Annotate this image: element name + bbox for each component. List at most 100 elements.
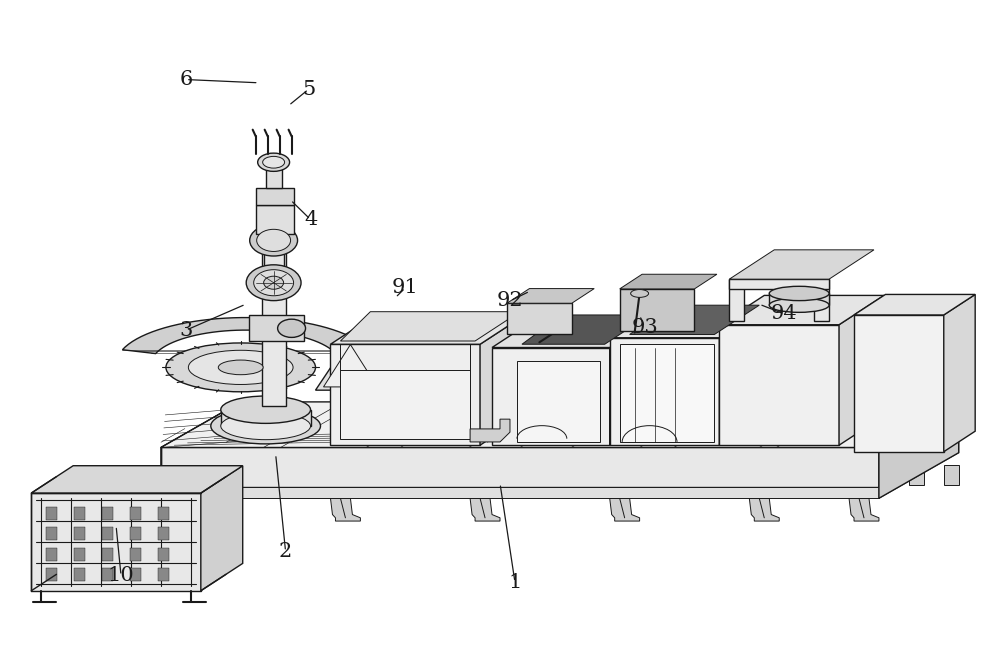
Text: 2: 2	[279, 542, 292, 561]
Polygon shape	[323, 345, 377, 387]
Ellipse shape	[188, 351, 293, 385]
Polygon shape	[161, 487, 879, 498]
Polygon shape	[161, 447, 879, 487]
Ellipse shape	[631, 290, 649, 298]
Ellipse shape	[257, 230, 291, 251]
Ellipse shape	[218, 360, 263, 375]
Polygon shape	[492, 318, 655, 347]
Polygon shape	[630, 305, 759, 334]
Polygon shape	[620, 344, 714, 442]
Polygon shape	[130, 568, 141, 581]
Polygon shape	[610, 318, 655, 445]
Polygon shape	[130, 507, 141, 520]
Polygon shape	[729, 279, 829, 289]
Polygon shape	[102, 547, 113, 560]
Polygon shape	[729, 250, 874, 279]
Polygon shape	[470, 498, 500, 521]
Polygon shape	[102, 568, 113, 581]
Polygon shape	[262, 228, 286, 406]
Polygon shape	[719, 296, 884, 325]
Polygon shape	[620, 289, 694, 331]
Polygon shape	[854, 315, 944, 452]
Polygon shape	[221, 409, 311, 426]
Polygon shape	[266, 169, 282, 188]
Polygon shape	[130, 527, 141, 540]
Polygon shape	[814, 279, 829, 322]
Polygon shape	[522, 315, 650, 344]
Polygon shape	[330, 315, 525, 344]
Polygon shape	[610, 337, 719, 445]
Ellipse shape	[254, 269, 294, 296]
Text: 94: 94	[771, 305, 798, 324]
Polygon shape	[879, 402, 959, 498]
Ellipse shape	[221, 412, 311, 439]
Polygon shape	[330, 344, 480, 445]
Text: 92: 92	[497, 292, 523, 311]
Polygon shape	[340, 312, 520, 341]
Text: 6: 6	[179, 70, 192, 89]
Polygon shape	[316, 338, 385, 390]
Polygon shape	[517, 360, 600, 442]
Polygon shape	[879, 402, 959, 487]
Polygon shape	[264, 241, 284, 266]
Text: 91: 91	[392, 279, 419, 298]
Polygon shape	[249, 315, 304, 341]
Ellipse shape	[278, 319, 306, 337]
Polygon shape	[74, 507, 85, 520]
Polygon shape	[507, 303, 572, 334]
Polygon shape	[122, 318, 369, 354]
Polygon shape	[158, 568, 169, 581]
Polygon shape	[130, 547, 141, 560]
Polygon shape	[46, 568, 57, 581]
Polygon shape	[719, 325, 839, 445]
Ellipse shape	[221, 396, 311, 423]
Polygon shape	[158, 527, 169, 540]
Polygon shape	[749, 498, 779, 521]
Ellipse shape	[769, 286, 829, 301]
Polygon shape	[158, 507, 169, 520]
Ellipse shape	[769, 298, 829, 313]
Polygon shape	[492, 347, 610, 445]
Polygon shape	[470, 419, 510, 442]
Polygon shape	[31, 466, 243, 493]
Polygon shape	[480, 315, 525, 445]
Polygon shape	[211, 498, 241, 521]
Text: 93: 93	[631, 317, 658, 337]
Polygon shape	[507, 288, 594, 303]
Polygon shape	[158, 547, 169, 560]
Text: 3: 3	[179, 320, 193, 340]
Polygon shape	[854, 294, 975, 315]
Polygon shape	[769, 294, 829, 305]
Ellipse shape	[250, 225, 298, 256]
Polygon shape	[340, 370, 470, 439]
Polygon shape	[849, 498, 879, 521]
Ellipse shape	[166, 343, 316, 392]
Polygon shape	[74, 568, 85, 581]
Text: 10: 10	[108, 566, 134, 585]
Polygon shape	[46, 547, 57, 560]
Polygon shape	[944, 465, 959, 485]
Polygon shape	[610, 498, 640, 521]
Polygon shape	[719, 309, 764, 445]
Text: 4: 4	[304, 210, 317, 229]
Polygon shape	[161, 402, 959, 447]
Polygon shape	[729, 279, 744, 322]
Polygon shape	[46, 507, 57, 520]
Polygon shape	[74, 527, 85, 540]
Polygon shape	[839, 296, 884, 445]
Polygon shape	[46, 527, 57, 540]
Text: 1: 1	[508, 573, 522, 592]
Polygon shape	[201, 466, 243, 591]
Polygon shape	[610, 309, 764, 337]
Polygon shape	[909, 465, 924, 485]
Polygon shape	[31, 493, 201, 591]
Polygon shape	[161, 402, 241, 498]
Ellipse shape	[211, 408, 321, 444]
Polygon shape	[879, 441, 959, 498]
Text: 5: 5	[302, 80, 315, 99]
Polygon shape	[256, 188, 294, 205]
Ellipse shape	[258, 153, 290, 171]
Polygon shape	[330, 498, 360, 521]
Polygon shape	[256, 205, 294, 234]
Ellipse shape	[246, 265, 301, 301]
